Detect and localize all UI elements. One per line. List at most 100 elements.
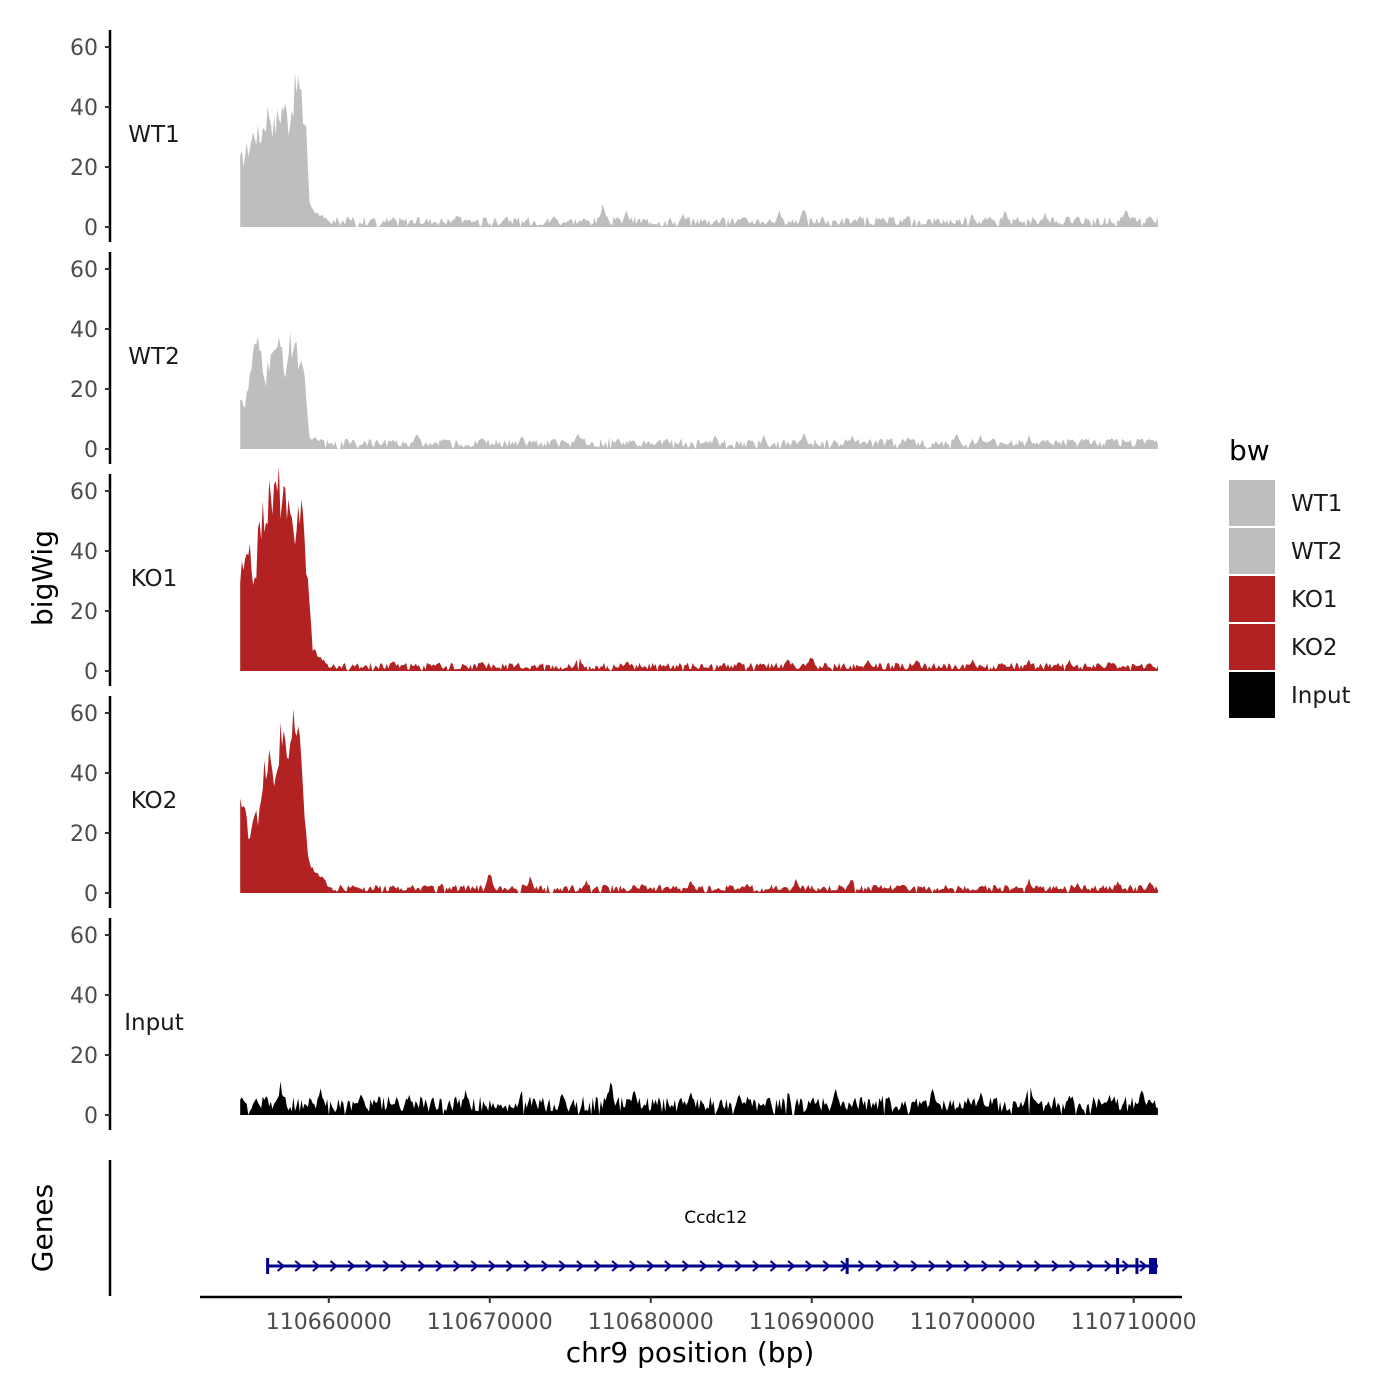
legend-key-ko2 bbox=[1229, 624, 1275, 670]
legend-key-wt1 bbox=[1229, 480, 1275, 526]
strand-arrow bbox=[681, 1260, 690, 1272]
strand-arrow bbox=[892, 1260, 902, 1272]
strand-arrow bbox=[1033, 1260, 1042, 1272]
strand-arrow bbox=[646, 1260, 655, 1272]
strand-arrow bbox=[505, 1260, 514, 1272]
strand-arrow bbox=[1139, 1260, 1148, 1272]
x-tick-label: 110690000 bbox=[749, 1310, 875, 1335]
strand-arrow bbox=[1121, 1260, 1130, 1272]
legend-label-input: Input bbox=[1291, 683, 1351, 709]
strand-arrow bbox=[804, 1260, 814, 1272]
strand-arrow bbox=[752, 1260, 761, 1272]
y-tick-label: 60 bbox=[70, 702, 98, 727]
strand-arrow bbox=[558, 1260, 567, 1272]
strand-arrow bbox=[294, 1260, 303, 1272]
signal-area-ko1 bbox=[240, 466, 1158, 671]
genes-layer: Ccdc12 bbox=[108, 1160, 1158, 1296]
track-label-ko2: KO2 bbox=[131, 788, 178, 814]
legend-label-ko1: KO1 bbox=[1291, 587, 1338, 613]
strand-arrow bbox=[1051, 1260, 1060, 1272]
y-tick-label: 40 bbox=[70, 984, 98, 1009]
strand-arrow bbox=[540, 1260, 550, 1272]
x-tick-label: 110700000 bbox=[910, 1310, 1036, 1335]
strand-arrow bbox=[980, 1260, 990, 1272]
strand-arrow bbox=[822, 1260, 831, 1272]
legend-label-wt2: WT2 bbox=[1291, 539, 1342, 565]
x-axis: 110660000 110670000 110680000 110690000 1107… bbox=[200, 1295, 1197, 1335]
y-tick-label: 60 bbox=[70, 480, 98, 505]
y-tick-label: 0 bbox=[84, 660, 98, 685]
track-label-ko1: KO1 bbox=[131, 566, 178, 592]
tracks-layer: 0 20 40 60 WT1 0 20 40 60 WT2 0 20 40 60 KO1 0 20 40 60 KO2… bbox=[70, 30, 1158, 1130]
strand-arrow bbox=[1104, 1260, 1113, 1272]
legend-key-input bbox=[1229, 672, 1275, 718]
x-tick-label: 110680000 bbox=[588, 1310, 714, 1335]
track-label-input: Input bbox=[124, 1010, 184, 1036]
genes-track-title: Genes bbox=[26, 1184, 59, 1272]
signal-area-wt2 bbox=[240, 332, 1158, 449]
signal-area-wt1 bbox=[240, 72, 1158, 227]
signal-area-input bbox=[240, 1081, 1158, 1115]
strand-arrow bbox=[1068, 1260, 1078, 1272]
strand-arrow bbox=[576, 1260, 585, 1272]
strand-arrow bbox=[998, 1260, 1007, 1272]
exon-mark bbox=[1116, 1258, 1120, 1274]
y-tick-label: 0 bbox=[84, 216, 98, 241]
strand-arrow bbox=[787, 1260, 796, 1272]
strand-arrow bbox=[452, 1260, 462, 1272]
x-tick-label: 110660000 bbox=[266, 1310, 392, 1335]
strand-arrow bbox=[1086, 1260, 1095, 1272]
y-tick-label: 20 bbox=[70, 156, 98, 181]
exon-mark bbox=[845, 1258, 849, 1274]
y-tick-label: 0 bbox=[84, 882, 98, 907]
y-tick-label: 20 bbox=[70, 1044, 98, 1069]
y-tick-label: 20 bbox=[70, 378, 98, 403]
legend-label-ko2: KO2 bbox=[1291, 635, 1338, 661]
y-tick-label: 60 bbox=[70, 258, 98, 283]
strand-arrow bbox=[611, 1260, 620, 1272]
y-tick-label: 20 bbox=[70, 600, 98, 625]
strand-arrow bbox=[963, 1260, 972, 1272]
y-tick-label: 40 bbox=[70, 96, 98, 121]
y-tick-label: 0 bbox=[84, 438, 98, 463]
legend-label-wt1: WT1 bbox=[1291, 491, 1342, 517]
strand-arrow bbox=[1016, 1260, 1025, 1272]
strand-arrow bbox=[276, 1260, 286, 1272]
strand-arrow bbox=[364, 1260, 374, 1272]
y-tick-label: 40 bbox=[70, 318, 98, 343]
strand-arrow bbox=[734, 1260, 743, 1272]
track-label-wt2: WT2 bbox=[128, 344, 179, 370]
strand-arrow bbox=[400, 1260, 409, 1272]
strand-arrow bbox=[347, 1260, 356, 1272]
strand-arrow bbox=[312, 1260, 321, 1272]
x-axis-title: chr9 position (bp) bbox=[566, 1336, 815, 1369]
legend-key-wt2 bbox=[1229, 528, 1275, 574]
strand-arrow bbox=[716, 1260, 726, 1272]
strand-arrow bbox=[910, 1260, 919, 1272]
strand-arrow bbox=[435, 1260, 444, 1272]
strand-arrow bbox=[928, 1260, 937, 1272]
y-tick-label: 40 bbox=[70, 540, 98, 565]
strand-arrow bbox=[593, 1260, 602, 1272]
exon-mark bbox=[266, 1258, 270, 1274]
legend-title: bw bbox=[1229, 434, 1270, 467]
y-tick-label: 20 bbox=[70, 822, 98, 847]
legend-key-ko1 bbox=[1229, 576, 1275, 622]
strand-arrow bbox=[699, 1260, 708, 1272]
strand-arrow bbox=[417, 1260, 426, 1272]
y-tick-label: 60 bbox=[70, 924, 98, 949]
strand-arrow bbox=[857, 1260, 866, 1272]
x-tick-label: 110710000 bbox=[1071, 1310, 1197, 1335]
y-tick-label: 0 bbox=[84, 1104, 98, 1129]
strand-arrow bbox=[329, 1260, 338, 1272]
x-tick-label: 110670000 bbox=[427, 1310, 553, 1335]
strand-arrow bbox=[628, 1260, 638, 1272]
exon-mark bbox=[1135, 1258, 1139, 1274]
legend: WT1 WT2 KO1 KO2 Input bbox=[1229, 480, 1351, 718]
y-axis-title: bigWig bbox=[26, 530, 59, 626]
strand-arrow bbox=[875, 1260, 884, 1272]
strand-arrow bbox=[488, 1260, 497, 1272]
strand-arrow bbox=[470, 1260, 479, 1272]
strand-arrow bbox=[523, 1260, 532, 1272]
